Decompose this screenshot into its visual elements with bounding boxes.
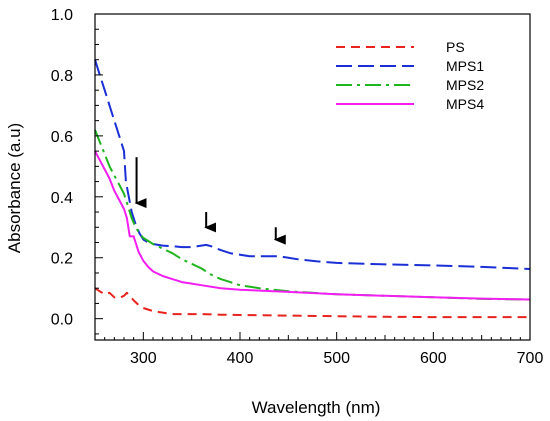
legend-label-mps2: MPS2 — [446, 77, 484, 93]
legend-label-ps: PS — [446, 39, 465, 55]
y-tick-label: 0.8 — [51, 68, 73, 85]
series-line-mps1 — [94, 59, 531, 270]
legend-label-mps1: MPS1 — [446, 58, 484, 74]
x-tick-label: 400 — [227, 350, 254, 367]
y-tick-label: 0.2 — [51, 251, 73, 268]
x-axis: 300 400 500 600 700 — [94, 332, 544, 367]
y-tick-label: 0.6 — [51, 129, 73, 146]
x-tick-label: 500 — [323, 350, 350, 367]
series-line-mps4 — [94, 150, 531, 301]
legend-label-mps4: MPS4 — [446, 96, 484, 112]
x-tick-label: 600 — [420, 350, 447, 367]
y-axis: 0.0 0.2 0.4 0.6 0.8 1.0 — [51, 7, 103, 335]
legend: PS MPS1 MPS2 MPS4 — [336, 39, 484, 112]
annotations — [134, 157, 286, 245]
y-axis-title: Absorbance (a.u) — [5, 123, 24, 253]
y-tick-label: 0.4 — [51, 190, 73, 207]
x-tick-label: 300 — [130, 350, 157, 367]
plot-frame — [94, 13, 531, 341]
series-line-ps — [94, 287, 530, 319]
x-tick-label: 700 — [517, 350, 544, 367]
plot-lines — [94, 59, 531, 319]
y-tick-label: 0.0 — [51, 312, 73, 329]
y-tick-label: 1.0 — [51, 7, 73, 24]
x-axis-title: Wavelength (nm) — [252, 398, 381, 417]
